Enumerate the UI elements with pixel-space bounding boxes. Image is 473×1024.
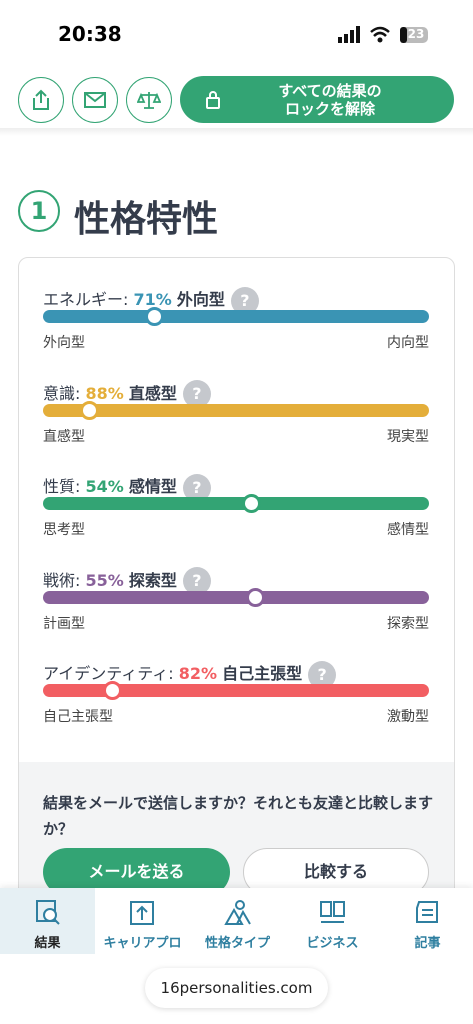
trait-percent: 71% [133, 290, 172, 309]
trait-label: エネルギー: [43, 290, 134, 309]
section-title: 性格特性 [74, 199, 219, 240]
trait-type: 探索型 [128, 570, 177, 590]
trait-label-row: 戦術: 55% 探索型? [43, 567, 429, 595]
left-label: 自己主張型 [43, 709, 113, 725]
trait-ends: 計画型 探索型 [43, 613, 429, 633]
trait-knob [241, 494, 261, 513]
url: 16personalities.com [160, 979, 313, 997]
trait-type: 感情型 [128, 477, 177, 496]
trait-label: アイデンティティ: [43, 664, 179, 683]
divider [0, 128, 473, 136]
trait-bar [43, 403, 429, 417]
trait-bar [43, 310, 429, 323]
trait-percent: 54% [85, 477, 124, 496]
trait: 戦術: 55% 探索型? 計画型 探索型 [43, 567, 429, 632]
section-number: 1 [18, 190, 60, 232]
nav-label: 性格タイプ [204, 936, 270, 951]
trait-label: 意識: [43, 383, 86, 403]
trait-ends: 直感型 現実型 [43, 426, 429, 446]
right-label: 探索型 [387, 615, 429, 632]
help-icon[interactable]: ? [308, 660, 337, 689]
trait-knob [245, 587, 265, 607]
trait-ends: 思考型 感情型 [43, 519, 429, 539]
trait-type: 直感型 [128, 383, 177, 403]
compare-label: 比較する [303, 862, 368, 881]
right-label: 内向型 [387, 335, 429, 351]
share-button[interactable] [18, 77, 64, 123]
nav-icon [33, 898, 63, 928]
help-icon[interactable]: ? [182, 380, 211, 408]
battery: 23 [407, 27, 425, 41]
left-label: 外向型 [43, 335, 85, 351]
trait-label-row: アイデンティティ: 82% 自己主張型? [43, 660, 429, 689]
nav-icon [413, 898, 443, 928]
right-label: 現実型 [387, 428, 429, 445]
trait-type: 自己主張型 [222, 664, 303, 683]
trait-percent: 82% [178, 664, 218, 683]
email-label: メールを送る [88, 862, 185, 881]
nav-icon [128, 898, 158, 928]
nav-icon [318, 898, 348, 928]
share-question: 結果をメールで送信しますか？それとも友達と比較しますか？ [43, 794, 434, 838]
mail-button[interactable] [72, 77, 118, 123]
right-label: 感情型 [387, 522, 429, 538]
trait-label: 性質: [43, 477, 86, 496]
nav-item[interactable]: 結果 [0, 888, 95, 954]
help-icon[interactable]: ? [182, 567, 211, 595]
left-label: 思考型 [43, 522, 85, 538]
nav-label: キャリアプロ [103, 936, 182, 951]
trait-label-row: エネルギー: 71% 外向型? [43, 286, 429, 315]
nav-item[interactable]: ビジネス [285, 888, 380, 954]
trait-percent: 55% [85, 570, 124, 590]
trait-bar [43, 590, 429, 604]
trait-percent: 88% [85, 383, 124, 403]
left-label: 直感型 [43, 428, 85, 445]
status-icons [338, 26, 428, 43]
trait-type: 外向型 [176, 290, 225, 309]
left-label: 計画型 [43, 615, 85, 632]
trait: アイデンティティ: 82% 自己主張型? 自己主張型 激動型 [43, 660, 429, 725]
nav-item[interactable]: 記事 [380, 888, 473, 954]
unlock-button[interactable]: すべての結果の ロックを解除 [180, 76, 454, 123]
nav-item[interactable]: キャリアプロ [95, 888, 190, 954]
trait: 意識: 88% 直感型? 直感型 現実型 [43, 380, 429, 445]
trait: 性質: 54% 感情型? 思考型 感情型 [43, 473, 429, 538]
right-label: 激動型 [387, 709, 429, 725]
trait-bar [43, 684, 429, 697]
nav-item[interactable]: 性格タイプ [190, 888, 285, 954]
trait-label: 戦術: [43, 570, 86, 590]
help-icon[interactable]: ? [182, 473, 211, 502]
trait-ends: 自己主張型 激動型 [43, 706, 429, 726]
trait-bar [43, 497, 429, 510]
trait-knob [79, 400, 99, 420]
nav-label: ビジネス [306, 936, 359, 951]
time: 20:38 [58, 22, 122, 46]
trait: エネルギー: 71% 外向型? 外向型 内向型 [43, 286, 429, 351]
url-pill: 16personalities.com [145, 968, 328, 1008]
help-icon[interactable]: ? [230, 286, 259, 315]
unlock-label: すべての結果の ロックを解除 [278, 82, 382, 118]
nav-label: 結果 [34, 936, 61, 951]
trait-label-row: 意識: 88% 直感型? [43, 380, 429, 408]
trait-knob [145, 307, 165, 326]
nav-label: 記事 [414, 936, 441, 951]
compare-button[interactable] [126, 77, 172, 123]
nav-icon [223, 898, 253, 928]
trait-ends: 外向型 内向型 [43, 332, 429, 352]
trait-knob [102, 681, 122, 700]
trait-label-row: 性質: 54% 感情型? [43, 473, 429, 502]
